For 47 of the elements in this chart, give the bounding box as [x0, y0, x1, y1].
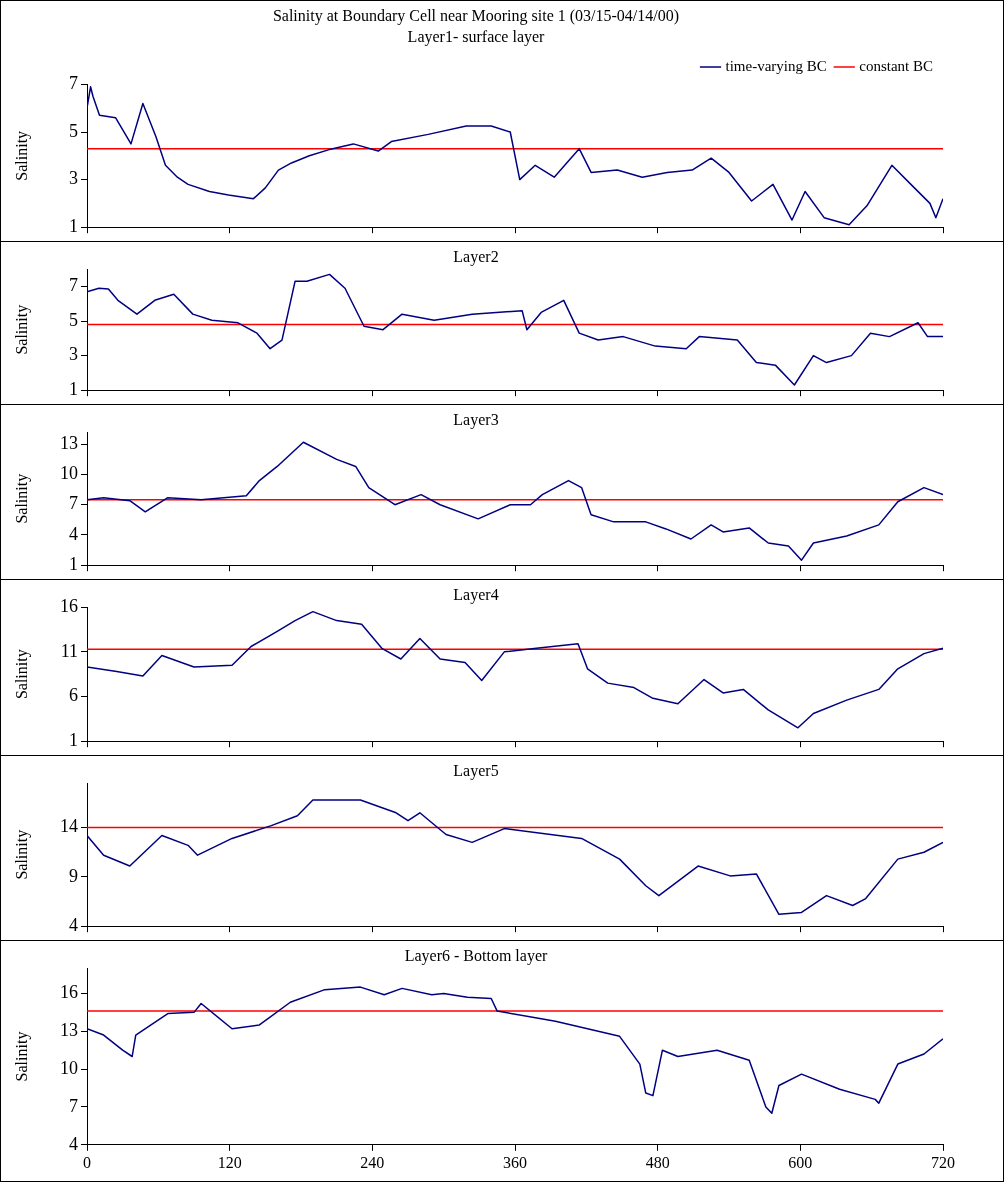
- y-tick-label: 16: [60, 595, 78, 616]
- x-tick-label: 480: [645, 1153, 670, 1171]
- x-tick-label: 360: [503, 1153, 527, 1171]
- x-tick-label: 720: [931, 1153, 955, 1171]
- y-tick-label: 4: [69, 1133, 78, 1154]
- x-tick-label: 120: [217, 1153, 242, 1171]
- y-tick-label: 1: [69, 729, 78, 750]
- x-tick-label: 600: [788, 1153, 813, 1171]
- legend-label: constant BC: [859, 57, 933, 74]
- chart-title: Layer5: [453, 761, 499, 780]
- y-tick-label: 5: [69, 120, 78, 141]
- y-tick-label: 3: [69, 168, 78, 189]
- y-tick-label: 7: [69, 493, 78, 514]
- y-tick-label: 10: [60, 463, 78, 484]
- x-tick-label: 0: [83, 1153, 91, 1171]
- y-tick-label: 1: [69, 215, 78, 236]
- chart-subtitle: Layer1- surface layer: [407, 28, 546, 46]
- y-tick-label: 3: [69, 344, 78, 365]
- y-tick-label: 13: [60, 1020, 78, 1041]
- y-tick-label: 5: [69, 309, 78, 330]
- y-axis-title: Salinity: [12, 649, 31, 700]
- y-tick-label: 4: [69, 523, 78, 544]
- y-axis-title: Salinity: [12, 1031, 31, 1082]
- y-axis-title: Salinity: [12, 304, 31, 355]
- chart-title: Layer4: [453, 585, 499, 604]
- chart-title: Layer3: [453, 410, 499, 429]
- y-tick-label: 14: [60, 816, 78, 837]
- y-axis-title: Salinity: [12, 130, 31, 181]
- y-axis-title: Salinity: [12, 473, 31, 524]
- y-tick-label: 16: [60, 982, 78, 1003]
- chart-title: Layer6 - Bottom layer: [404, 946, 548, 965]
- legend-label: time-varying BC: [725, 57, 827, 74]
- y-tick-label: 7: [69, 73, 78, 94]
- y-tick-label: 1: [69, 553, 78, 574]
- y-tick-label: 10: [60, 1057, 78, 1078]
- y-tick-label: 1: [69, 378, 78, 399]
- y-tick-label: 4: [69, 914, 78, 935]
- y-tick-label: 7: [69, 275, 78, 296]
- chart-title: Salinity at Boundary Cell near Mooring site 1 (03/15-04/14/00): [272, 6, 680, 25]
- y-tick-label: 13: [60, 433, 78, 454]
- y-tick-label: 7: [69, 1095, 78, 1116]
- y-tick-label: 9: [69, 865, 78, 886]
- y-tick-label: 11: [60, 640, 78, 661]
- chart-title: Layer2: [453, 247, 499, 266]
- y-axis-title: Salinity: [12, 829, 31, 880]
- y-tick-label: 6: [69, 685, 78, 706]
- x-tick-label: 240: [360, 1153, 385, 1171]
